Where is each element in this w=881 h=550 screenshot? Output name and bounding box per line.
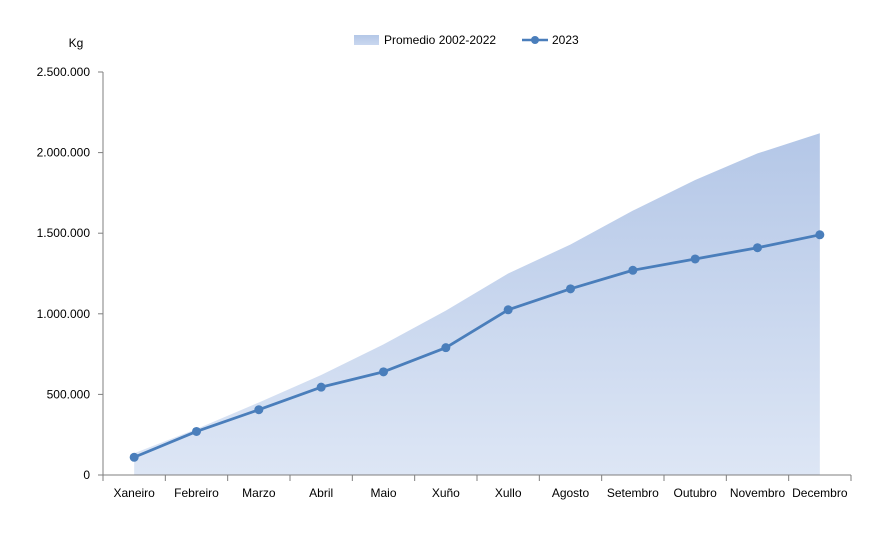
legend-swatch-area <box>354 35 379 45</box>
line-point-2023 <box>690 254 700 264</box>
line-point-2023 <box>753 243 762 253</box>
y-tick-label: 2.500.000 <box>37 65 91 79</box>
x-tick-labels: Xaneiro Febreiro Marzo Abril Maio Xuño Xullo Ag… <box>113 486 847 500</box>
axes <box>98 71 852 481</box>
x-tick-label: Xullo <box>495 486 522 500</box>
x-tick-label: Maio <box>370 486 396 500</box>
x-tick-label: Marzo <box>242 486 276 500</box>
line-point-2023 <box>566 284 575 294</box>
x-tick-label: Outubro <box>673 486 717 500</box>
line-layer <box>129 230 825 462</box>
legend: Promedio 2002-2022 2023 <box>354 33 579 47</box>
line-point-2023 <box>815 230 825 240</box>
x-tick-label: Novembro <box>730 486 786 500</box>
y-tick-label: 0 <box>83 468 90 482</box>
line-point-2023 <box>441 343 451 353</box>
y-tick-labels: 0 500.000 1.000.000 1.500.000 2.000.000 2.500… <box>37 65 91 482</box>
x-tick-label: Xaneiro <box>113 486 155 500</box>
legend-swatch-marker <box>531 36 539 44</box>
x-tick-label: Abril <box>309 486 333 500</box>
line-point-2023 <box>628 265 638 275</box>
area-layer <box>134 133 820 476</box>
x-tick-label: Xuño <box>432 486 460 500</box>
x-tick-label: Setembro <box>607 486 659 500</box>
line-series-2023 <box>132 233 822 459</box>
y-tick-label: 1.500.000 <box>37 226 91 240</box>
line-point-2023 <box>316 382 326 392</box>
line-point-2023 <box>254 405 264 415</box>
x-tick-label: Febreiro <box>174 486 219 500</box>
y-axis-title: Kg <box>69 36 84 50</box>
y-tick-label: 500.000 <box>47 387 91 401</box>
line-point-2023 <box>129 452 139 462</box>
y-tick-label: 2.000.000 <box>37 146 91 160</box>
line-point-2023 <box>503 305 513 315</box>
line-point-2023 <box>192 426 201 436</box>
legend-label-line: 2023 <box>552 33 579 47</box>
x-tick-label: Agosto <box>552 486 590 500</box>
legend-label-area: Promedio 2002-2022 <box>384 33 496 47</box>
line-point-2023 <box>379 367 388 377</box>
y-tick-label: 1.000.000 <box>37 307 91 321</box>
x-tick-label: Decembro <box>792 486 848 500</box>
area-series-promedio <box>134 133 820 476</box>
